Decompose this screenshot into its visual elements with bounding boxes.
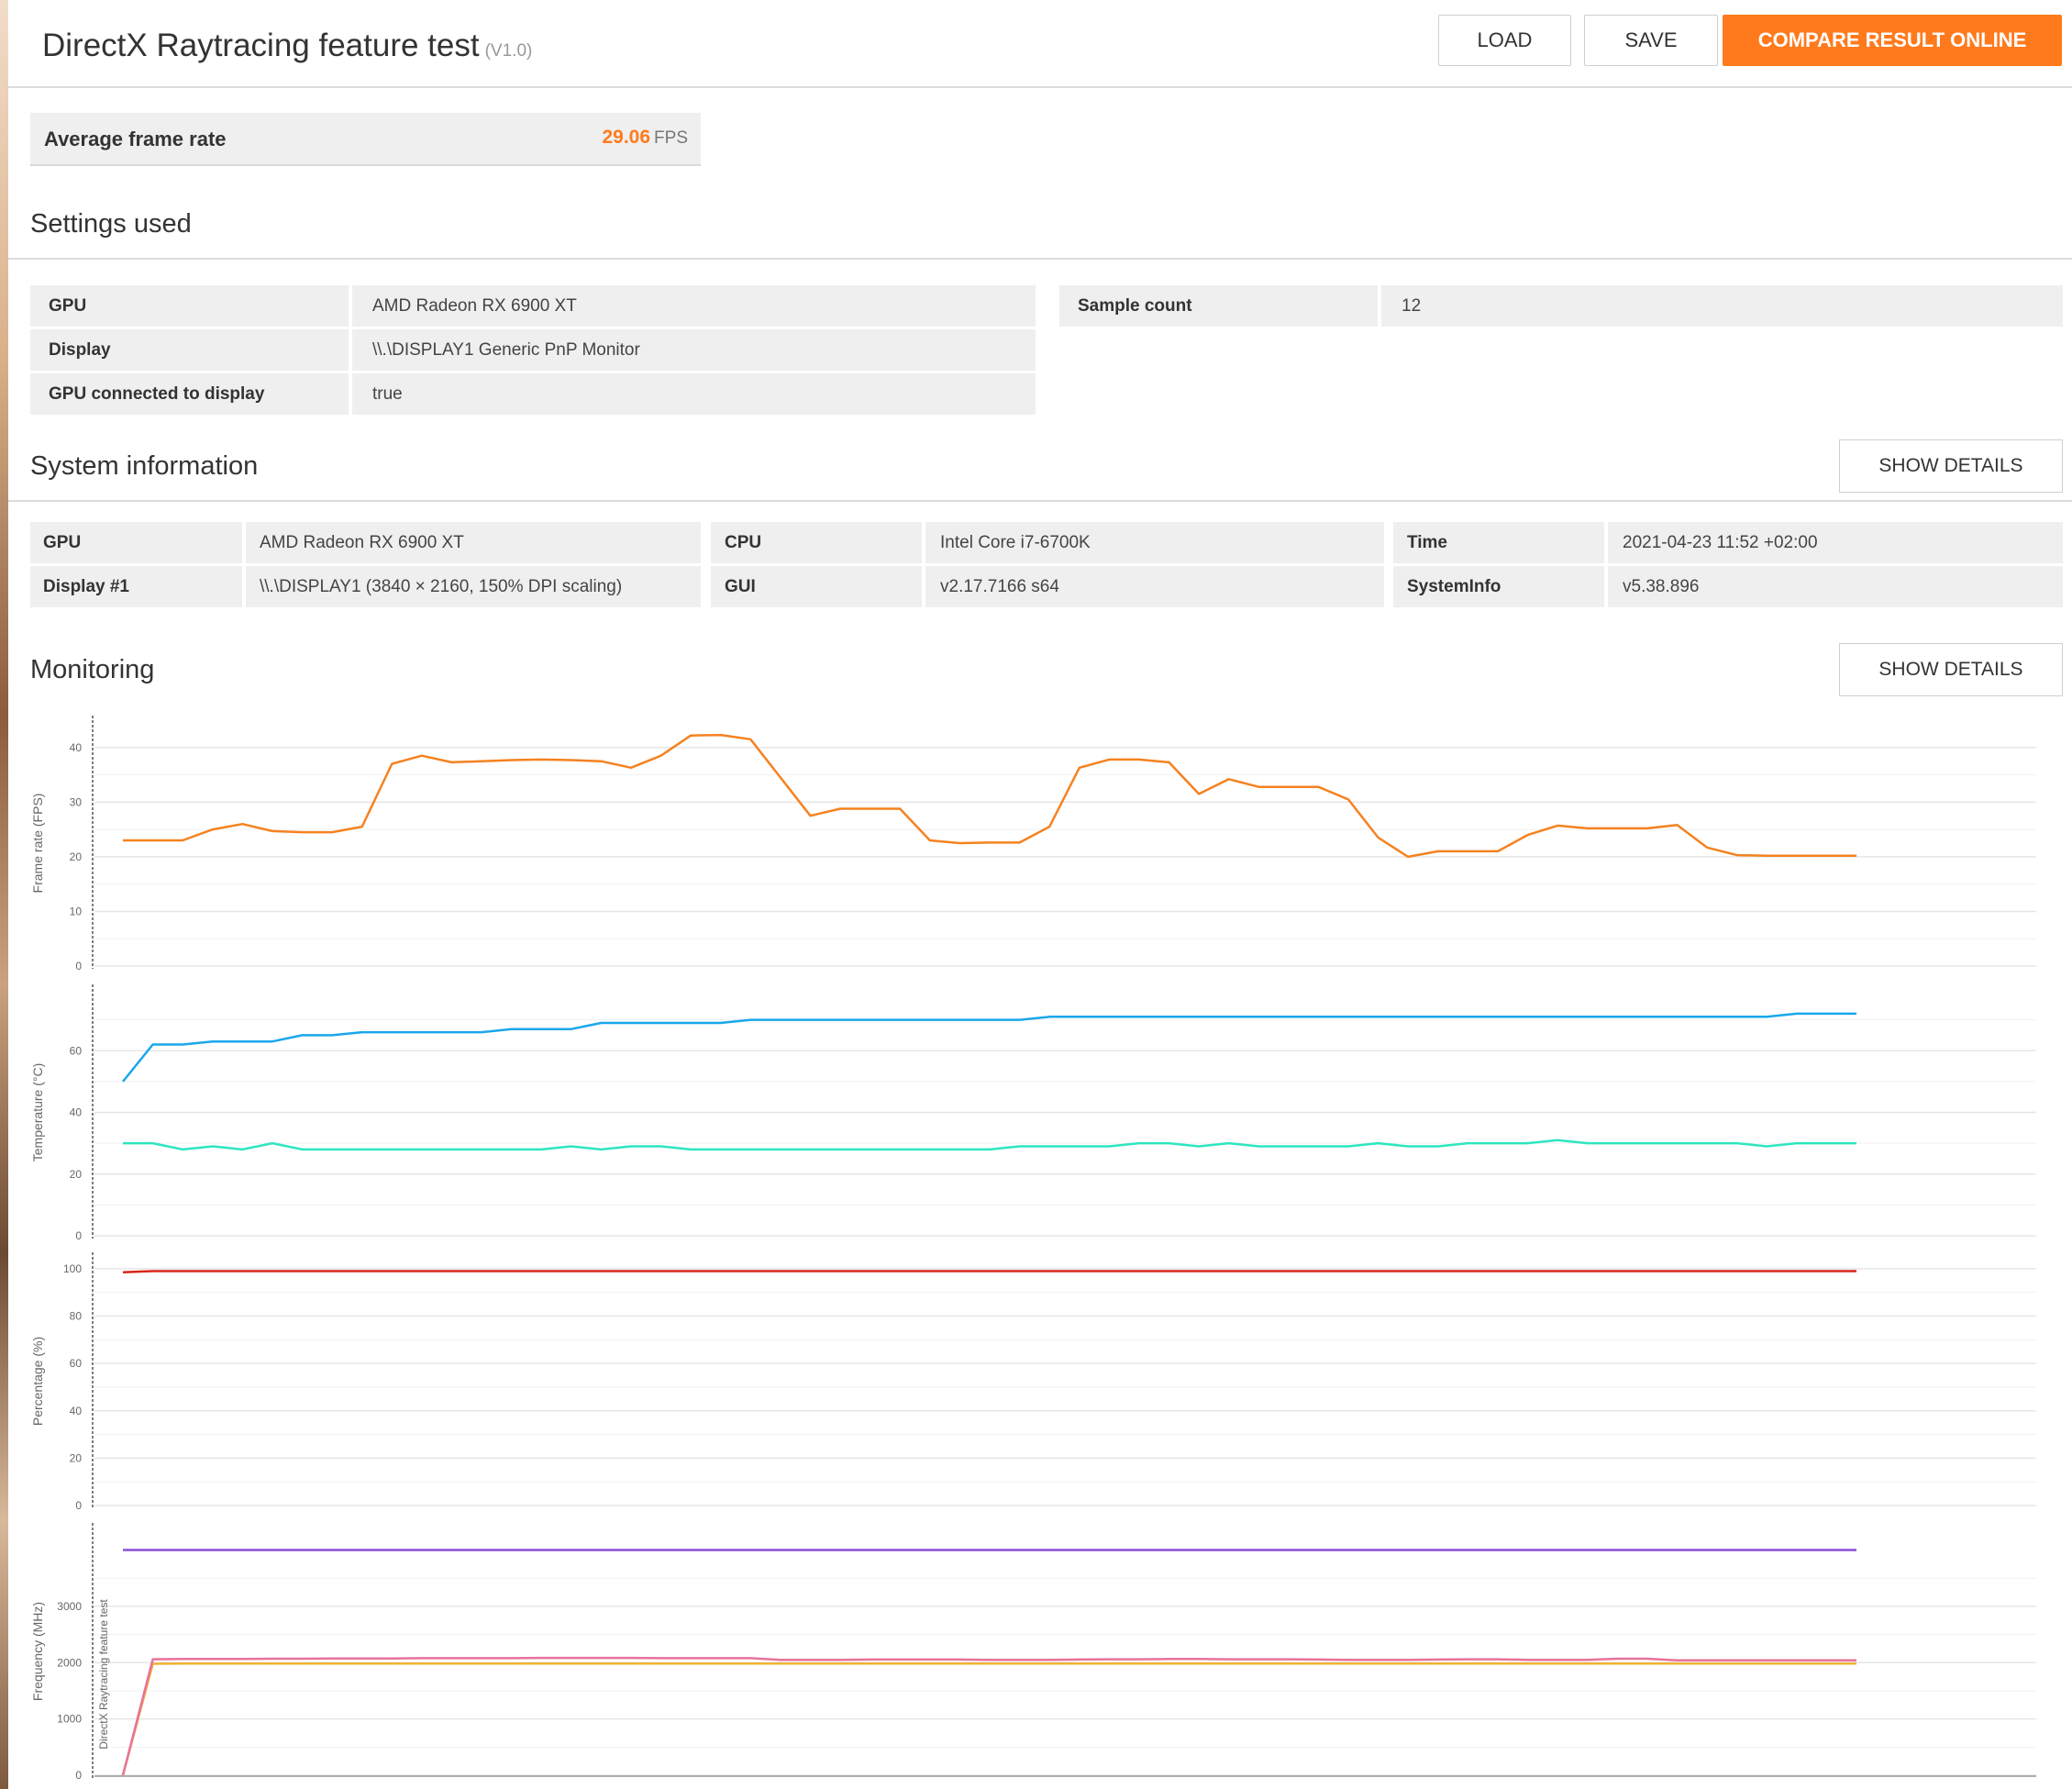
settings-key: GPU	[30, 285, 349, 327]
settings-value: true	[352, 373, 1036, 415]
y-tick-label: 0	[75, 1499, 82, 1512]
settings-value: 12	[1381, 285, 2063, 327]
y-tick-label: 60	[70, 1044, 83, 1057]
fps-unit: FPS	[654, 128, 688, 148]
system-value: AMD Radeon RX 6900 XT	[246, 522, 701, 563]
page-title: DirectX Raytracing feature test (V1.0)	[42, 28, 532, 64]
y-tick-label: 60	[70, 1357, 83, 1370]
y-tick-label: 20	[70, 1451, 83, 1464]
settings-divider	[8, 258, 2072, 260]
system-key: GPU	[30, 522, 242, 563]
y-tick-label: 40	[70, 741, 83, 754]
system-key: Time	[1393, 522, 1604, 563]
y-tick-label: 40	[70, 1405, 83, 1417]
marker-label: DirectX Raytracing feature test	[97, 1599, 110, 1750]
version-label: (V1.0)	[484, 41, 533, 61]
monitoring-chart: 0 10 20 30 40 Frame rate (FPS) 0 20 40 60 Temperat…	[30, 716, 2036, 1782]
series-line	[123, 733, 1856, 859]
y-axis-title: Frame rate (FPS)	[30, 794, 45, 894]
settings-key: Display	[30, 329, 349, 371]
system-key: SystemInfo	[1393, 566, 1604, 607]
monitoring-title: Monitoring	[30, 655, 155, 684]
y-tick-label: 20	[70, 1168, 83, 1181]
settings-title: Settings used	[30, 209, 192, 239]
series-line	[122, 1012, 1856, 1083]
y-tick-label: 40	[70, 1106, 83, 1119]
system-show-details-button[interactable]: SHOW DETAILS	[1839, 439, 2063, 493]
average-frame-rate-label: Average frame rate	[44, 128, 227, 150]
load-button[interactable]: LOAD	[1438, 15, 1571, 66]
fps-number: 29.06	[602, 127, 651, 148]
y-tick-label: 100	[63, 1262, 82, 1275]
series-line	[121, 1656, 1856, 1776]
y-tick-label: 0	[75, 1229, 82, 1242]
settings-key: GPU connected to display	[30, 373, 349, 415]
settings-key: Sample count	[1059, 285, 1378, 327]
system-divider	[8, 500, 2072, 502]
system-value: v5.38.896	[1608, 566, 2063, 607]
system-value: v2.17.7166 s64	[925, 566, 1384, 607]
y-axis-title: Temperature (°C)	[30, 1063, 45, 1162]
y-tick-label: 10	[70, 905, 83, 917]
y-tick-label: 3000	[57, 1600, 82, 1613]
y-tick-label: 30	[70, 795, 83, 808]
settings-value: \\.\DISPLAY1 Generic PnP Monitor	[352, 329, 1036, 371]
system-key: GUI	[711, 566, 922, 607]
system-value: \\.\DISPLAY1 (3840 × 2160, 150% DPI scal…	[246, 566, 701, 607]
system-value: 2021-04-23 11:52 +02:00	[1608, 522, 2063, 563]
header-bar: DirectX Raytracing feature test (V1.0) LO…	[8, 0, 2072, 88]
save-button[interactable]: SAVE	[1584, 15, 1718, 66]
y-tick-label: 2000	[57, 1656, 82, 1669]
average-frame-rate-box: Average frame rate 29.06 FPS	[30, 113, 701, 166]
settings-value: AMD Radeon RX 6900 XT	[352, 285, 1036, 327]
y-axis-title: Frequency (MHz)	[30, 1602, 45, 1701]
series-line	[123, 1139, 1856, 1151]
title-text: DirectX Raytracing feature test	[42, 28, 480, 63]
y-tick-label: 20	[70, 850, 83, 863]
average-frame-rate-value: 29.06 FPS	[602, 127, 688, 149]
series-line	[121, 1661, 1856, 1776]
compare-result-online-button[interactable]: COMPARE RESULT ONLINE	[1723, 15, 2062, 66]
y-tick-label: 0	[75, 1769, 82, 1782]
system-information-title: System information	[30, 451, 259, 481]
y-tick-label: 1000	[57, 1713, 82, 1726]
system-value: Intel Core i7-6700K	[925, 522, 1384, 563]
system-key: CPU	[711, 522, 922, 563]
y-tick-label: 80	[70, 1310, 83, 1323]
system-key: Display #1	[30, 566, 242, 607]
y-tick-label: 0	[75, 960, 82, 972]
monitoring-show-details-button[interactable]: SHOW DETAILS	[1839, 643, 2063, 696]
y-axis-title: Percentage (%)	[30, 1337, 45, 1426]
background-edge	[0, 0, 8, 1789]
